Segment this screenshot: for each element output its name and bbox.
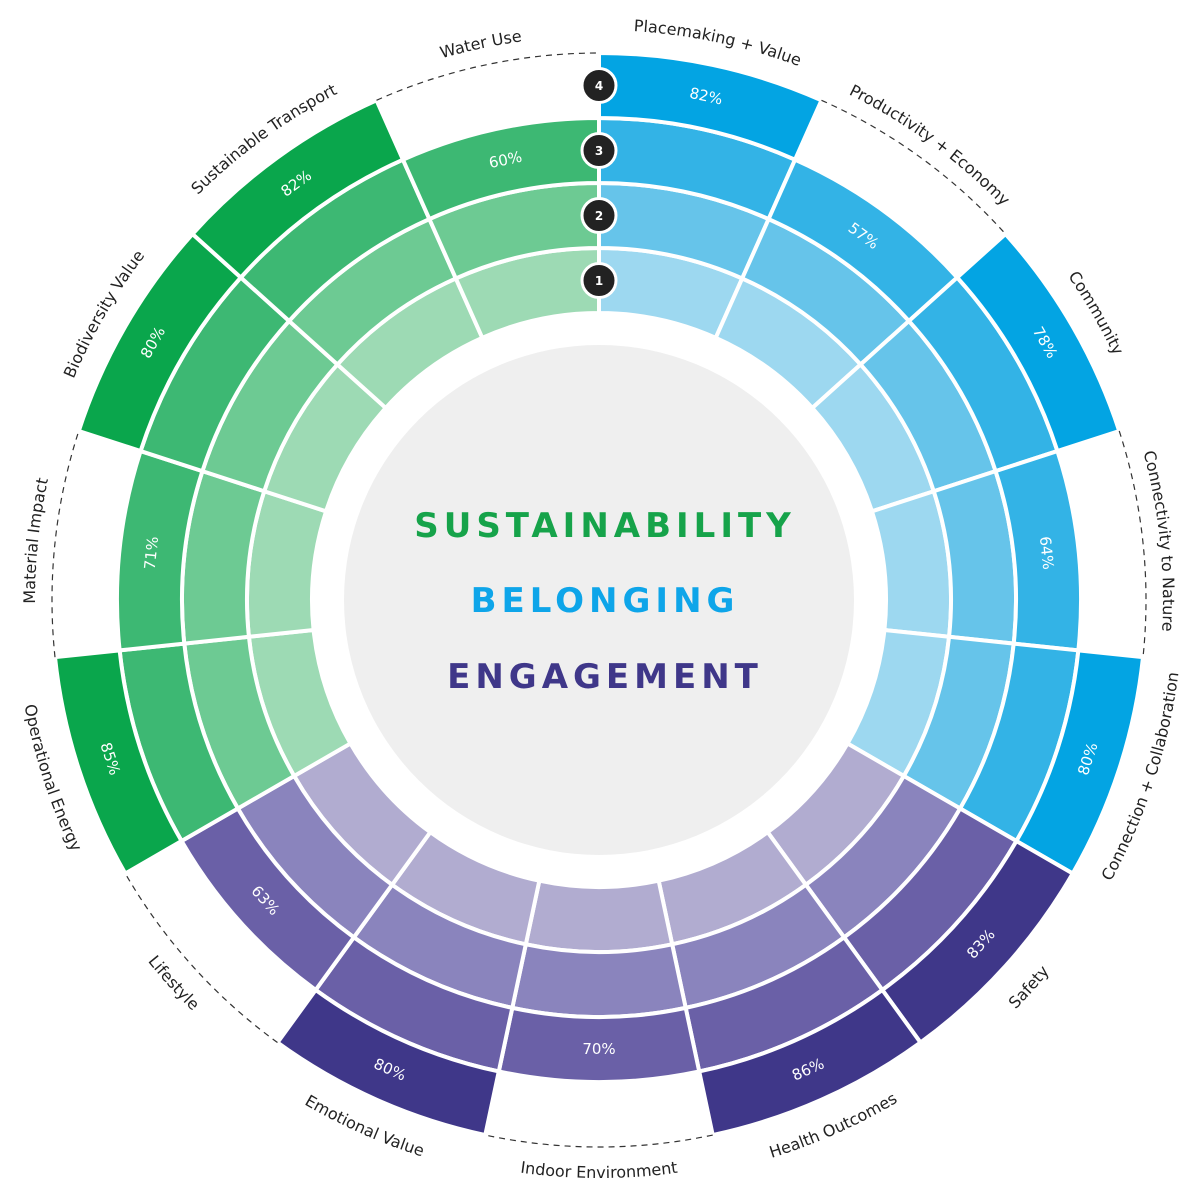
center-label-belonging: BELONGING: [471, 581, 740, 621]
category-label-water-use: Water Use: [438, 26, 523, 62]
svg-text:2: 2: [595, 209, 603, 223]
guide-arc-indoor-environment: [485, 1134, 713, 1148]
value-label-connectivity-to-nature: 64%: [1036, 535, 1057, 570]
guide-arc-connectivity-to-nature: [1118, 430, 1147, 658]
guide-arc-material-impact: [51, 430, 80, 658]
segment-indoor-environment-level-1: [523, 878, 675, 954]
level-marker-2: 2: [580, 197, 618, 234]
center-disc: [344, 345, 854, 855]
category-label-safety: Safety: [1005, 962, 1053, 1012]
level-marker-4: 4: [580, 67, 618, 104]
svg-text:4: 4: [595, 79, 603, 93]
value-label-material-impact: 71%: [141, 535, 162, 570]
category-label-indoor-environment: Indoor Environment: [519, 1158, 678, 1182]
category-label-lifestyle: Lifestyle: [145, 952, 204, 1014]
guide-arc-lifestyle: [124, 873, 278, 1044]
category-label-productivity-economy: Productivity + Economy: [847, 81, 1014, 210]
guide-arc-water-use: [376, 52, 600, 101]
svg-text:3: 3: [595, 144, 603, 158]
center-label-sustainability: SUSTAINABILITY: [414, 506, 796, 546]
center-label-engagement: ENGAGEMENT: [447, 657, 763, 697]
value-label-indoor-environment: 70%: [582, 1040, 615, 1058]
level-marker-1: 1: [580, 262, 618, 299]
guide-arc-productivity-economy: [821, 99, 1006, 235]
segment-indoor-environment-level-2: [509, 941, 689, 1019]
category-label-connectivity-to-nature: Connectivity to Nature: [1139, 448, 1178, 632]
level-marker-3: 3: [580, 132, 618, 169]
category-label-material-impact: Material Impact: [20, 476, 52, 604]
svg-text:1: 1: [595, 274, 603, 288]
